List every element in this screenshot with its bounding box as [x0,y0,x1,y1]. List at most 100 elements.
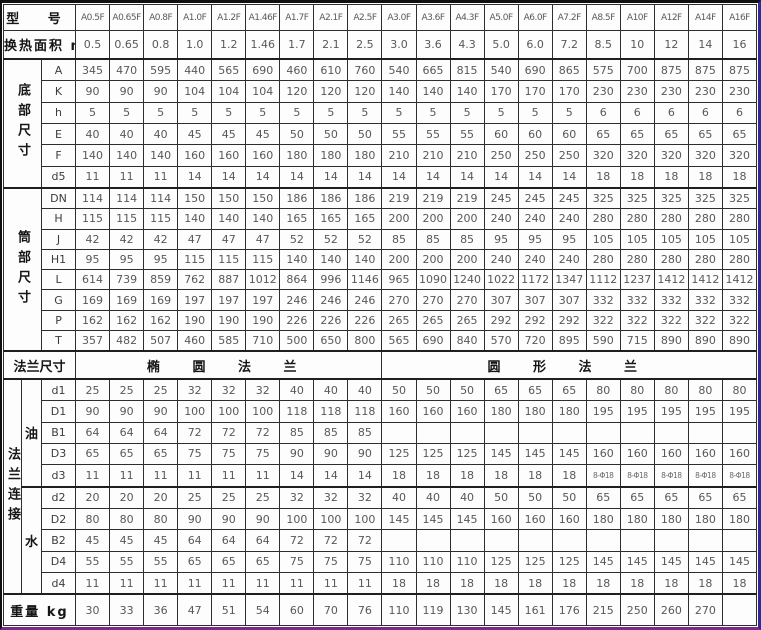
data-cell: 25 [109,377,145,402]
data-cell: 1022 [483,269,519,291]
data-cell: 307 [483,289,519,311]
data-cell: 292 [483,309,519,332]
data-cell: 18 [653,165,689,189]
param-label: D2 [40,507,77,531]
data-cell: 865 [551,57,587,82]
data-cell: 145 [585,550,621,573]
data-cell: 145 [619,550,655,573]
data-cell: 180 [483,400,519,423]
data-cell: 190 [177,309,213,332]
model-col-header: A3.0F [381,3,417,32]
data-cell: 200 [381,248,417,271]
data-cell: 320 [721,144,758,167]
data-cell: 125 [483,550,519,573]
data-cell: 1412 [687,269,723,291]
oil-group-label: 油 [21,377,42,487]
data-cell: 50 [449,377,485,402]
data-cell: 219 [381,186,417,210]
data-cell: 332 [721,289,758,311]
data-cell: 332 [687,289,723,311]
data-cell: 100 [211,400,247,423]
data-cell: 85 [313,421,349,444]
data-cell [381,421,417,444]
data-cell: 90 [245,507,281,531]
data-cell: 170 [517,80,553,103]
data-cell: 11 [75,165,111,189]
data-cell: 240 [551,208,587,230]
data-cell: 65 [483,377,519,402]
data-cell: 80 [687,377,723,402]
data-cell: 72 [313,529,349,552]
data-cell: 18 [551,571,587,595]
data-cell: 11 [177,571,213,595]
data-cell: 280 [721,248,758,271]
data-cell: 14 [313,464,349,487]
data-cell: 332 [619,289,655,311]
data-cell: 20 [143,485,179,509]
data-cell [483,529,519,552]
data-cell: 590 [585,330,621,352]
data-cell: 105 [721,228,758,250]
data-cell: 105 [619,228,655,250]
data-cell: 965 [381,269,417,291]
data-cell: 11 [211,571,247,595]
data-cell: 322 [619,309,655,332]
model-col-header: A12F [653,3,689,32]
data-cell: 11 [109,464,145,487]
data-cell: 1240 [449,269,485,291]
data-cell: 145 [653,550,689,573]
param-label: D4 [40,550,77,573]
area-value-cell: 0.5 [75,30,111,60]
data-cell: 120 [313,80,349,103]
data-cell: 20 [75,485,111,509]
data-cell: 65 [211,550,247,573]
data-cell: 140 [211,208,247,230]
data-cell: 140 [381,80,417,103]
data-cell: 230 [653,80,689,103]
data-cell: 6 [653,101,689,124]
data-cell: 14 [415,165,451,189]
data-cell: 140 [279,248,315,271]
data-cell: 6 [687,101,723,124]
data-cell [585,529,621,552]
data-cell: 864 [279,269,315,291]
data-cell: 50 [483,485,519,509]
data-cell: 18 [585,165,621,189]
param-label: J [40,228,77,250]
data-cell: 180 [653,507,689,531]
data-cell: 226 [347,309,383,332]
data-cell: 150 [177,186,213,210]
data-cell: 8-Φ18 [585,464,621,487]
weight-value-cell: 130 [449,593,485,627]
data-cell: 95 [143,248,179,271]
data-cell: 11 [143,571,179,595]
data-cell: 75 [211,442,247,466]
data-cell: 64 [109,421,145,444]
data-cell: 5 [177,101,213,124]
data-cell: 440 [177,57,213,82]
data-cell: 240 [483,208,519,230]
data-cell: 1012 [245,269,281,291]
data-cell: 160 [517,507,553,531]
data-cell: 690 [245,57,281,82]
data-cell: 45 [109,529,145,552]
model-col-header: A0.8F [143,3,179,32]
data-cell: 11 [143,165,179,189]
data-cell: 180 [313,144,349,167]
data-cell: 50 [381,377,417,402]
data-cell: 1090 [415,269,451,291]
model-col-header: A1.46F [245,3,281,32]
data-cell: 50 [415,377,451,402]
data-cell: 322 [721,309,758,332]
data-cell: 762 [177,269,213,291]
data-cell: 14 [483,165,519,189]
data-cell: 125 [449,442,485,466]
data-cell: 230 [585,80,621,103]
data-cell: 180 [721,507,758,531]
data-cell: 100 [177,400,213,423]
data-cell: 104 [211,80,247,103]
data-cell: 50 [347,122,383,146]
data-cell: 710 [245,330,281,352]
data-cell: 145 [551,442,587,466]
data-cell [517,421,553,444]
